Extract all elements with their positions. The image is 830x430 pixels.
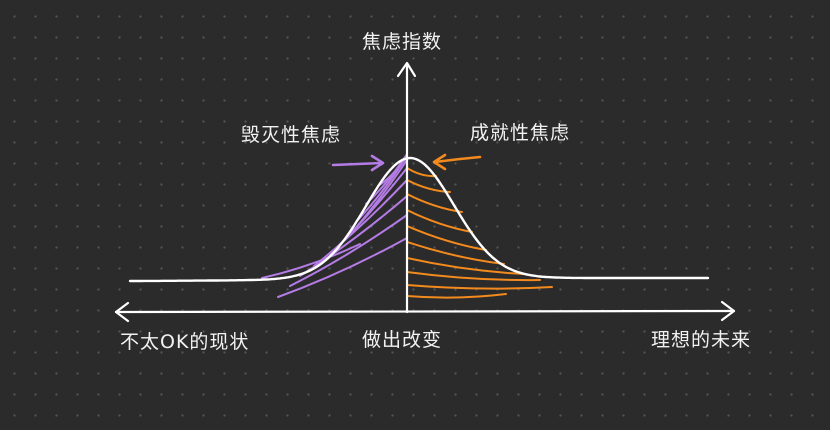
hatch-stroke xyxy=(407,225,487,251)
destructive-anxiety-label: 毁灭性焦虑 xyxy=(241,124,342,146)
hatch-stroke xyxy=(407,284,553,290)
achievement-anxiety-arrow xyxy=(432,153,482,171)
x-axis-center-label: 做出改变 xyxy=(362,329,443,351)
hatch-stroke xyxy=(407,167,437,178)
hatch-stroke xyxy=(407,293,507,299)
x-axis-left-arrowhead xyxy=(114,301,130,323)
hatch-stroke xyxy=(277,237,407,298)
hatch-stroke xyxy=(261,243,361,279)
x-axis-right-arrowhead xyxy=(720,300,736,322)
destructive-anxiety-arrow xyxy=(331,154,385,172)
achievement-anxiety-hatching xyxy=(407,167,553,299)
hatch-stroke xyxy=(407,271,541,282)
hatch-stroke xyxy=(407,257,525,275)
x-axis-left-label: 不太OK的现状 xyxy=(120,331,250,353)
hatch-stroke xyxy=(407,209,473,233)
hatch-stroke xyxy=(344,159,407,241)
hatch-stroke xyxy=(407,241,505,265)
hatch-stroke xyxy=(313,179,407,267)
achievement-anxiety-label: 成就性焦虑 xyxy=(470,122,571,144)
x-axis xyxy=(114,309,736,314)
x-axis-right-label: 理想的未来 xyxy=(651,329,752,351)
y-axis-title: 焦虑指数 xyxy=(362,31,443,53)
bell-curve xyxy=(128,156,710,283)
y-axis-arrowhead xyxy=(396,61,417,78)
hatch-stroke xyxy=(289,214,407,287)
